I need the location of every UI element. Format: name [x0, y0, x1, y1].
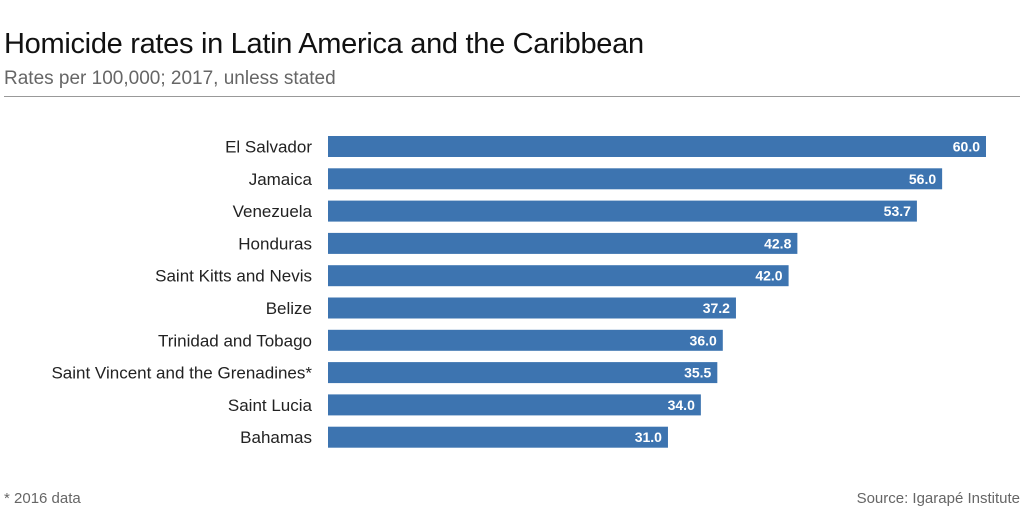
bar-row: Honduras 42.8 — [238, 232, 798, 254]
value-label: 53.7 — [884, 203, 911, 219]
bar — [328, 232, 798, 254]
category-label: Trinidad and Tobago — [158, 331, 312, 350]
bar — [328, 426, 668, 448]
value-label: 34.0 — [668, 397, 695, 413]
chart-subtitle: Rates per 100,000; 2017, unless stated — [4, 68, 336, 89]
bar-row: Belize 37.2 — [266, 297, 736, 319]
bar — [328, 297, 736, 319]
bar-row: Venezuela 53.7 — [233, 200, 917, 222]
value-label: 56.0 — [909, 171, 936, 187]
source-note: Source: Igarapé Institute — [856, 490, 1020, 507]
footnote: * 2016 data — [4, 490, 81, 507]
value-label: 37.2 — [703, 300, 730, 316]
value-label: 42.0 — [755, 268, 782, 284]
category-label: El Salvador — [225, 138, 312, 157]
bar-row: Saint Vincent and the Grenadines* 35.5 — [51, 362, 718, 384]
bar — [328, 168, 943, 190]
category-label: Honduras — [238, 234, 312, 253]
bar — [328, 200, 917, 222]
bar-row: El Salvador 60.0 — [225, 136, 986, 157]
bar — [328, 136, 986, 157]
value-label: 36.0 — [690, 332, 717, 348]
bar — [328, 394, 701, 416]
bar-row: Trinidad and Tobago 36.0 — [158, 329, 723, 351]
category-label: Saint Vincent and the Grenadines* — [51, 364, 312, 383]
value-label: 42.8 — [764, 235, 791, 251]
bar — [328, 362, 718, 384]
category-label: Saint Lucia — [228, 396, 313, 415]
bar-row: Saint Lucia 34.0 — [228, 394, 701, 416]
category-label: Saint Kitts and Nevis — [155, 267, 312, 286]
bar-row: Jamaica 56.0 — [249, 168, 943, 190]
value-label: 60.0 — [953, 139, 980, 155]
category-label: Jamaica — [249, 170, 313, 189]
value-label: 31.0 — [635, 429, 662, 445]
category-label: Belize — [266, 299, 312, 318]
chart-title: Homicide rates in Latin America and the … — [4, 28, 644, 60]
header-divider — [4, 96, 1020, 97]
bar — [328, 265, 789, 287]
bar — [328, 329, 723, 351]
category-label: Bahamas — [240, 428, 312, 447]
bar-row: Saint Kitts and Nevis 42.0 — [155, 265, 789, 287]
category-label: Venezuela — [233, 202, 313, 221]
bar-row: Bahamas 31.0 — [240, 426, 668, 448]
value-label: 35.5 — [684, 365, 711, 381]
